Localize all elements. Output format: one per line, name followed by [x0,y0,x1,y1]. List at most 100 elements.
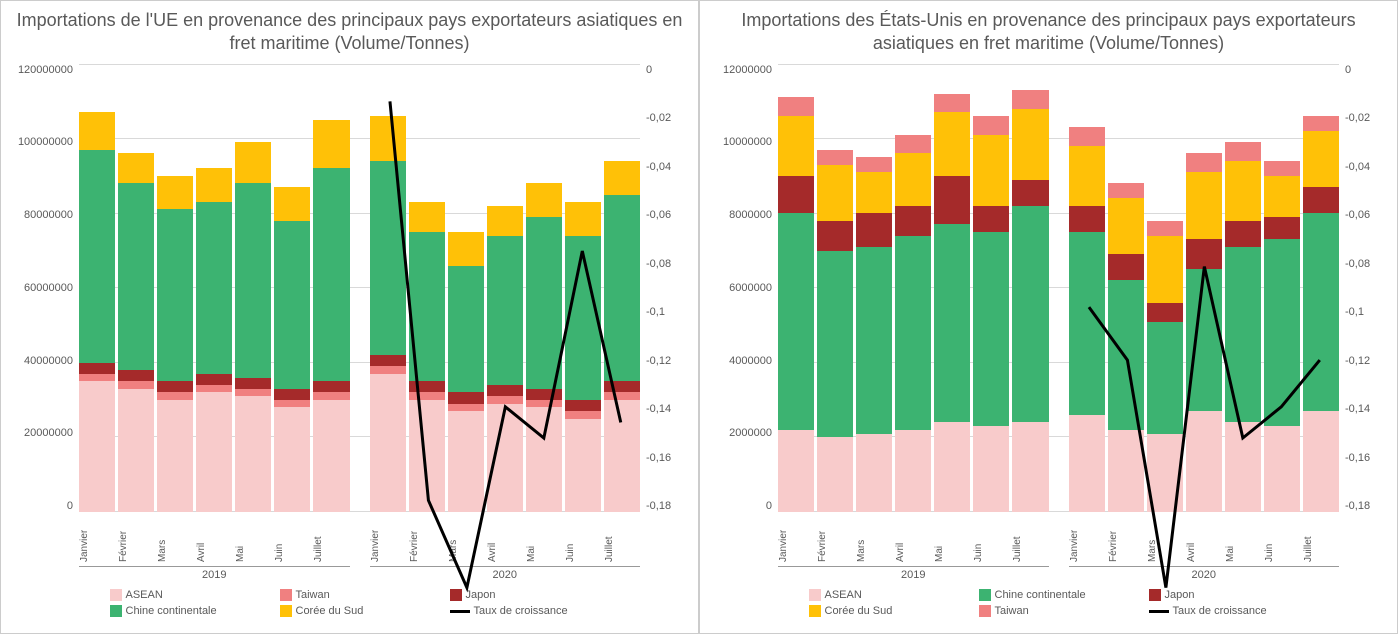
legend-swatch [809,605,821,617]
bar-segment-coree [778,116,814,176]
y-tick-right: -0,18 [1345,500,1370,512]
year-label: 2020 [370,566,641,581]
bar-segment-japon [409,381,445,392]
bar-segment-japon [1303,187,1339,213]
bar-column [1108,64,1144,512]
bar-segment-taiwan [274,400,310,407]
bar-segment-japon [1069,206,1105,232]
bar-segment-taiwan [1012,90,1048,109]
legend-label: Chine continentale [995,589,1086,601]
bar-segment-chine [1069,232,1105,415]
month-label: Juin [274,512,310,562]
bar-column [448,64,484,512]
bar-segment-taiwan [79,374,115,381]
month-label: Juillet [313,512,349,562]
bar-segment-coree [973,135,1009,206]
y-tick-right: -0,16 [1345,452,1370,464]
bar-segment-taiwan [817,150,853,165]
bar-column [1147,64,1183,512]
bar-segment-coree [118,153,154,183]
bar-segment-japon [313,381,349,392]
bar-segment-coree [934,112,970,175]
x-year-group: JanvierFévrierMarsAvrilMaiJuinJuillet202… [370,512,641,581]
bar-segment-japon [196,374,232,385]
bar-segment-chine [448,266,484,393]
month-label: Mai [1225,512,1261,562]
bar-segment-asean [1225,422,1261,512]
legend-label: Chine continentale [126,605,217,617]
legend-item-coree: Corée du Sud [280,605,420,617]
bar-segment-japon [274,389,310,400]
month-label: Février [1108,512,1144,562]
bar-column [934,64,970,512]
bar-segment-coree [1303,131,1339,187]
bar-column [1264,64,1300,512]
bar-segment-chine [1303,213,1339,411]
legend-item-japon: Japon [450,589,590,601]
year-group-2019 [778,64,1049,512]
y-tick-left: 20000000 [24,427,73,439]
bar-column [157,64,193,512]
legend-label: Japon [1165,589,1195,601]
x-axis: JanvierFévrierMarsAvrilMaiJuinJuillet201… [9,512,690,581]
chart-panel-0: Importations de l'UE en provenance des p… [0,0,699,634]
month-label: Juin [973,512,1009,562]
bar-column [895,64,931,512]
bar-segment-japon [1186,239,1222,269]
bar-segment-asean [1264,426,1300,512]
bar-segment-coree [79,112,115,149]
y-tick-left: 2000000 [729,427,772,439]
bar-segment-taiwan [313,392,349,399]
bar-segment-asean [604,400,640,512]
bar-segment-japon [1147,303,1183,322]
legend-swatch [110,589,122,601]
y-tick-right: -0,14 [646,403,671,415]
month-label: Avril [1186,512,1222,562]
bar-segment-coree [409,202,445,232]
x-year-group: JanvierFévrierMarsAvrilMaiJuinJuillet201… [79,512,350,581]
bar-segment-japon [604,381,640,392]
y-tick-right: 0 [1345,64,1351,76]
bar-segment-coree [313,120,349,169]
legend-swatch [809,589,821,601]
bar-segment-asean [1303,411,1339,512]
bar-segment-japon [370,355,406,366]
bar-segment-chine [565,236,601,400]
bar-segment-chine [1108,280,1144,429]
bar-segment-japon [448,392,484,403]
month-label: Juillet [1012,512,1048,562]
y-tick-left: 40000000 [24,355,73,367]
year-group-2020 [1069,64,1340,512]
bar-segment-chine [409,232,445,381]
bar-segment-chine [1186,269,1222,411]
y-tick-right: -0,06 [646,209,671,221]
bar-segment-coree [448,232,484,266]
bar-segment-coree [895,153,931,205]
bar-segment-coree [1264,176,1300,217]
bar-segment-asean [934,422,970,512]
y-tick-right: -0,12 [1345,355,1370,367]
bar-column [370,64,406,512]
y-tick-right: -0,02 [646,112,671,124]
bar-segment-chine [274,221,310,389]
bar-segment-coree [370,116,406,161]
bar-segment-taiwan [1303,116,1339,131]
month-label: Mars [1147,512,1183,562]
legend-label: Corée du Sud [825,605,893,617]
chart-title: Importations de l'UE en provenance des p… [9,9,690,56]
x-year-group: JanvierFévrierMarsAvrilMaiJuinJuillet201… [778,512,1049,581]
bar-segment-chine [1264,239,1300,426]
bar-segment-asean [1108,430,1144,512]
bar-segment-coree [604,161,640,195]
legend-item-taiwan: Taiwan [280,589,420,601]
bar-segment-coree [487,206,523,236]
bar-column [973,64,1009,512]
bar-segment-japon [817,221,853,251]
bar-segment-chine [817,251,853,438]
chart-panel-1: Importations des États-Unis en provenanc… [699,0,1398,634]
bar-segment-coree [526,183,562,217]
y-tick-right: 0 [646,64,652,76]
years-row [778,64,1339,512]
bar-column [235,64,271,512]
legend: ASEANChine continentaleJaponCorée du Sud… [708,581,1389,625]
